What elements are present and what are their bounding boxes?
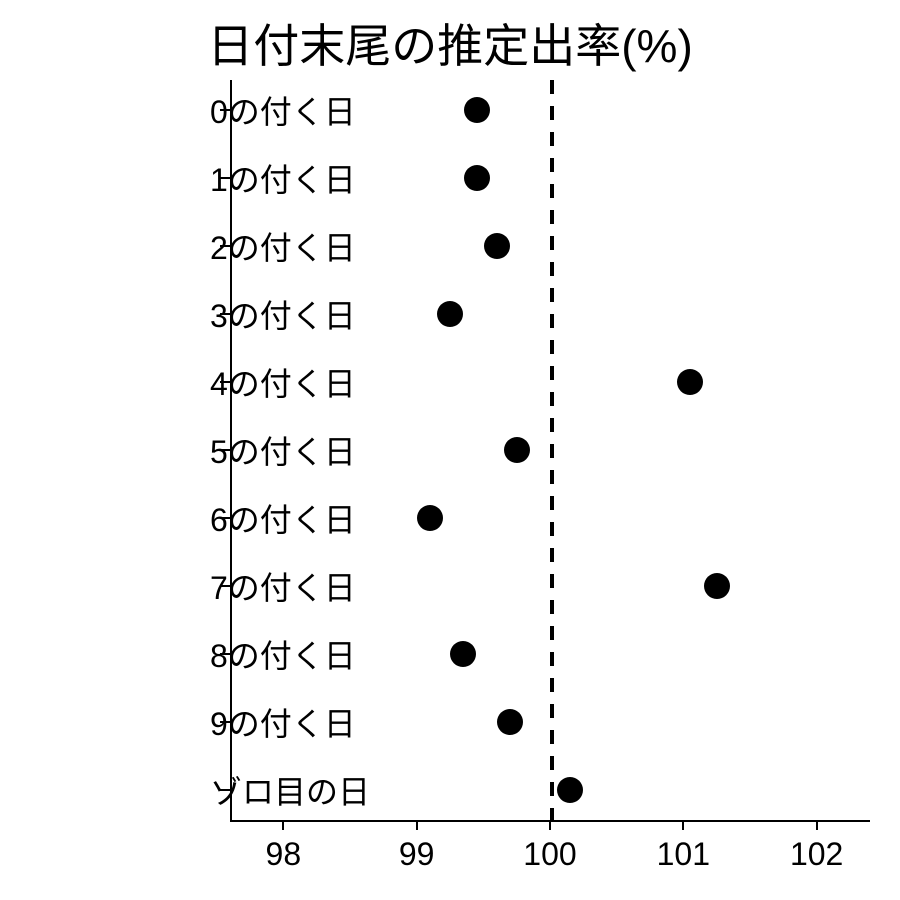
reference-line (550, 80, 554, 820)
data-point (464, 97, 490, 123)
data-point (417, 505, 443, 531)
data-point (557, 777, 583, 803)
data-point (464, 165, 490, 191)
data-point (677, 369, 703, 395)
x-tick-label: 101 (657, 836, 710, 873)
data-point (437, 301, 463, 327)
data-point (484, 233, 510, 259)
x-tick-label: 99 (399, 836, 435, 873)
x-tick (682, 820, 684, 830)
data-point (704, 573, 730, 599)
chart-container: 日付末尾の推定出率(%) 98991001011020の付く日1の付く日2の付く… (0, 0, 900, 900)
x-tick (816, 820, 818, 830)
x-tick-label: 100 (523, 836, 576, 873)
plot-area: 98991001011020の付く日1の付く日2の付く日3の付く日4の付く日5の… (230, 80, 870, 820)
x-tick-label: 98 (266, 836, 302, 873)
data-point (497, 709, 523, 735)
chart-title: 日付末尾の推定出率(%) (0, 10, 900, 76)
x-tick-label: 102 (790, 836, 843, 873)
data-point (504, 437, 530, 463)
x-tick (282, 820, 284, 830)
x-tick (549, 820, 551, 830)
x-tick (416, 820, 418, 830)
data-point (450, 641, 476, 667)
